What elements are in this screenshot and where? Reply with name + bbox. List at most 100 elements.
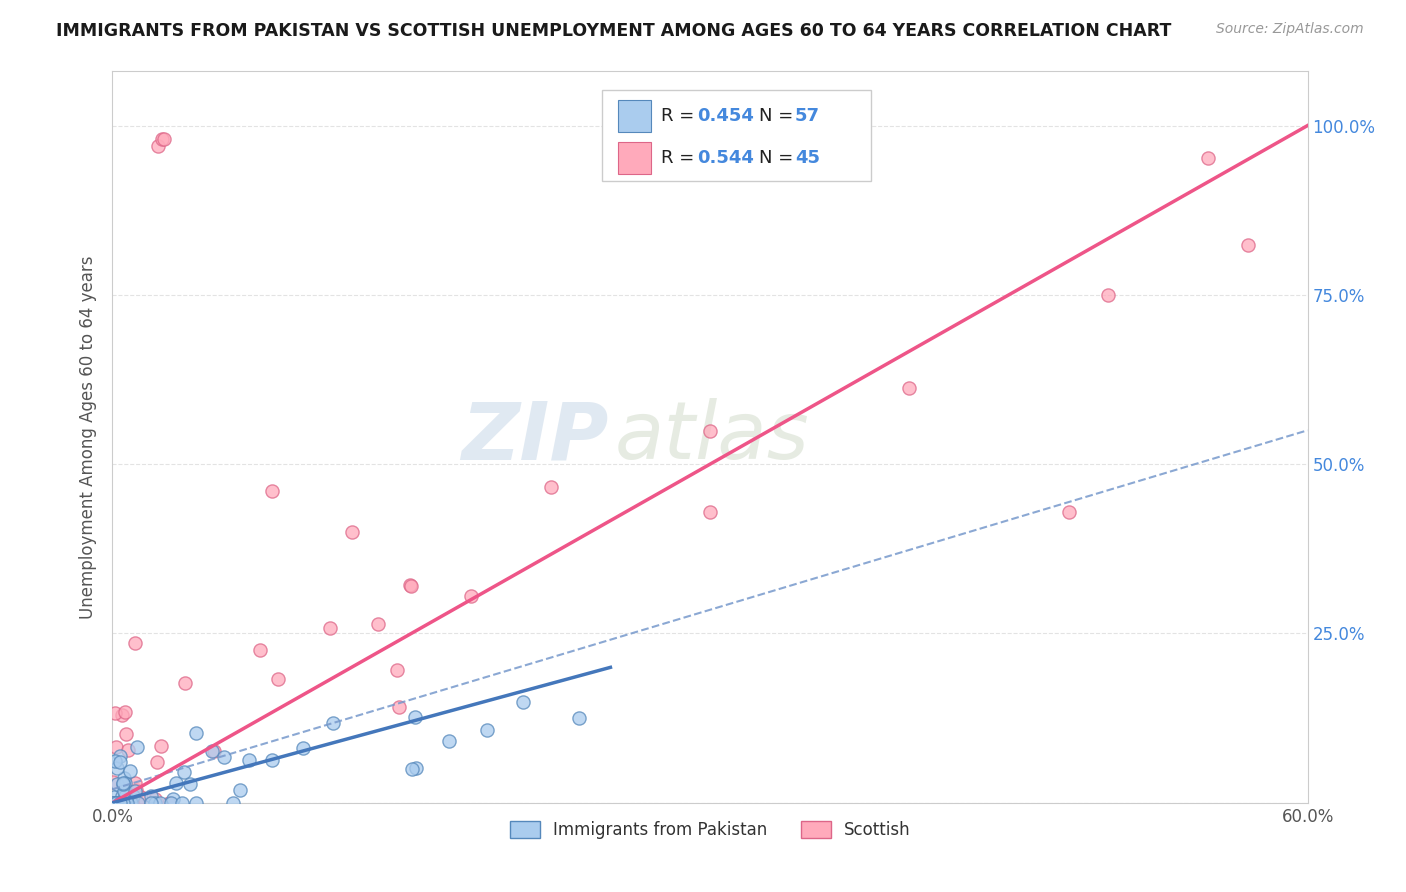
- Point: [127, 796, 149, 810]
- Point: [699, 505, 721, 519]
- Point: [114, 776, 136, 790]
- Point: [143, 796, 166, 810]
- Point: [460, 589, 482, 603]
- Point: [398, 577, 420, 591]
- Point: [112, 796, 135, 810]
- Point: [121, 796, 143, 810]
- Point: [401, 579, 423, 593]
- Point: [103, 796, 125, 810]
- Text: atlas: atlas: [614, 398, 810, 476]
- Point: [114, 727, 136, 741]
- Point: [120, 796, 142, 810]
- Point: [173, 675, 195, 690]
- Point: [104, 754, 127, 768]
- Point: [108, 796, 131, 810]
- Point: [173, 764, 195, 779]
- FancyBboxPatch shape: [619, 142, 651, 174]
- Point: [124, 636, 146, 650]
- Point: [115, 796, 138, 810]
- Point: [367, 616, 389, 631]
- Point: [385, 663, 408, 677]
- Point: [111, 796, 134, 810]
- Text: Source: ZipAtlas.com: Source: ZipAtlas.com: [1216, 22, 1364, 37]
- Point: [1197, 151, 1219, 165]
- Point: [107, 762, 129, 776]
- Y-axis label: Unemployment Among Ages 60 to 64 years: Unemployment Among Ages 60 to 64 years: [79, 255, 97, 619]
- Point: [249, 643, 271, 657]
- Point: [401, 763, 423, 777]
- Point: [105, 796, 128, 810]
- Point: [898, 380, 921, 394]
- Point: [125, 782, 148, 797]
- Point: [159, 796, 181, 810]
- Point: [101, 796, 124, 810]
- Legend: Immigrants from Pakistan, Scottish: Immigrants from Pakistan, Scottish: [503, 814, 917, 846]
- Point: [292, 740, 315, 755]
- Point: [111, 777, 134, 791]
- Point: [111, 796, 134, 810]
- Point: [170, 796, 193, 810]
- Point: [153, 132, 176, 146]
- FancyBboxPatch shape: [603, 90, 872, 181]
- FancyBboxPatch shape: [619, 100, 651, 132]
- Point: [117, 742, 139, 756]
- Text: 57: 57: [794, 107, 820, 125]
- Point: [1097, 288, 1119, 302]
- Point: [124, 776, 146, 790]
- Point: [108, 796, 131, 810]
- Point: [127, 796, 149, 810]
- Point: [179, 777, 201, 791]
- Point: [110, 707, 132, 722]
- Point: [404, 710, 426, 724]
- Point: [120, 764, 142, 778]
- Point: [105, 776, 128, 790]
- Point: [101, 775, 124, 789]
- Point: [108, 748, 131, 763]
- Point: [340, 524, 363, 539]
- Text: N =: N =: [759, 149, 799, 167]
- Point: [318, 621, 340, 635]
- Point: [103, 796, 125, 810]
- Text: R =: R =: [661, 149, 700, 167]
- Point: [104, 706, 127, 721]
- Point: [107, 796, 129, 810]
- Point: [201, 743, 224, 757]
- Point: [112, 772, 135, 786]
- Point: [388, 700, 411, 714]
- Point: [121, 796, 143, 810]
- Point: [111, 796, 134, 810]
- Point: [129, 790, 152, 805]
- Point: [221, 796, 243, 810]
- Point: [568, 711, 591, 725]
- Point: [105, 739, 128, 754]
- Point: [260, 484, 283, 499]
- Point: [405, 761, 427, 775]
- Text: 0.454: 0.454: [697, 107, 754, 125]
- Point: [1057, 505, 1080, 519]
- Point: [112, 796, 135, 810]
- Point: [162, 791, 184, 805]
- Point: [143, 792, 166, 806]
- Point: [112, 783, 135, 797]
- Point: [202, 744, 225, 758]
- Point: [186, 796, 208, 810]
- Point: [114, 789, 136, 804]
- Point: [512, 695, 534, 709]
- Point: [124, 784, 146, 798]
- Point: [101, 796, 124, 810]
- Point: [322, 715, 344, 730]
- Point: [105, 796, 128, 810]
- Point: [238, 753, 260, 767]
- Point: [125, 740, 148, 755]
- Point: [104, 796, 127, 810]
- Text: N =: N =: [759, 107, 799, 125]
- Point: [160, 796, 183, 810]
- Point: [112, 776, 135, 790]
- Point: [108, 756, 131, 770]
- Text: 0.544: 0.544: [697, 149, 754, 167]
- Point: [114, 705, 136, 719]
- Point: [475, 723, 498, 737]
- Point: [121, 796, 143, 810]
- Point: [115, 796, 138, 810]
- Text: 45: 45: [794, 149, 820, 167]
